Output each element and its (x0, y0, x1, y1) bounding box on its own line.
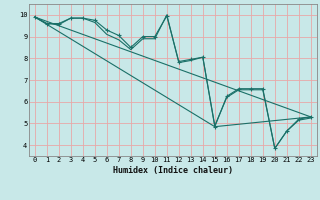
X-axis label: Humidex (Indice chaleur): Humidex (Indice chaleur) (113, 166, 233, 175)
